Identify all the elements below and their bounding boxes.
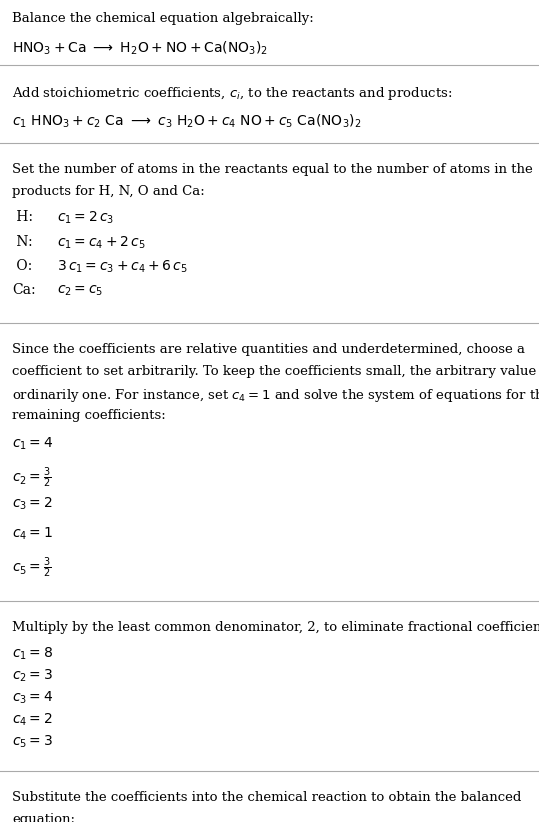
Text: $c_1 = 4$: $c_1 = 4$ xyxy=(12,436,53,452)
Text: products for H, N, O and Ca:: products for H, N, O and Ca: xyxy=(12,185,205,198)
Text: $3\,c_1 = c_3 + c_4 + 6\,c_5$: $3\,c_1 = c_3 + c_4 + 6\,c_5$ xyxy=(57,259,188,275)
Text: $c_3 = 2$: $c_3 = 2$ xyxy=(12,496,53,512)
Text: Balance the chemical equation algebraically:: Balance the chemical equation algebraica… xyxy=(12,12,314,25)
Text: ordinarily one. For instance, set $c_4 = 1$ and solve the system of equations fo: ordinarily one. For instance, set $c_4 =… xyxy=(12,387,539,404)
Text: $c_2 = 3$: $c_2 = 3$ xyxy=(12,668,53,685)
Text: $c_1 = c_4 + 2\,c_5$: $c_1 = c_4 + 2\,c_5$ xyxy=(57,234,146,251)
Text: H:: H: xyxy=(12,210,33,224)
Text: N:: N: xyxy=(12,234,33,248)
Text: Substitute the coefficients into the chemical reaction to obtain the balanced: Substitute the coefficients into the che… xyxy=(12,791,521,804)
Text: $c_1 = 2\,c_3$: $c_1 = 2\,c_3$ xyxy=(57,210,114,226)
Text: Ca:: Ca: xyxy=(12,284,36,298)
Text: $c_1 = 8$: $c_1 = 8$ xyxy=(12,646,53,663)
Text: $c_1\ \mathrm{HNO_3} + c_2\ \mathrm{Ca} \ \longrightarrow \ c_3\ \mathrm{H_2O} +: $c_1\ \mathrm{HNO_3} + c_2\ \mathrm{Ca} … xyxy=(12,113,361,131)
Text: Multiply by the least common denominator, 2, to eliminate fractional coefficient: Multiply by the least common denominator… xyxy=(12,621,539,634)
Text: O:: O: xyxy=(12,259,32,273)
Text: coefficient to set arbitrarily. To keep the coefficients small, the arbitrary va: coefficient to set arbitrarily. To keep … xyxy=(12,365,539,378)
Text: $c_5 = \frac{3}{2}$: $c_5 = \frac{3}{2}$ xyxy=(12,556,51,580)
Text: $c_2 = c_5$: $c_2 = c_5$ xyxy=(57,284,103,298)
Text: $c_2 = \frac{3}{2}$: $c_2 = \frac{3}{2}$ xyxy=(12,466,51,491)
Text: Set the number of atoms in the reactants equal to the number of atoms in the: Set the number of atoms in the reactants… xyxy=(12,163,533,176)
Text: $\mathrm{HNO_3 + Ca \ \longrightarrow \ H_2O + NO + Ca(NO_3)_2}$: $\mathrm{HNO_3 + Ca \ \longrightarrow \ … xyxy=(12,40,268,58)
Text: $c_5 = 3$: $c_5 = 3$ xyxy=(12,734,53,750)
Text: $c_3 = 4$: $c_3 = 4$ xyxy=(12,690,53,706)
Text: $c_4 = 2$: $c_4 = 2$ xyxy=(12,712,53,728)
Text: equation:: equation: xyxy=(12,813,75,822)
Text: remaining coefficients:: remaining coefficients: xyxy=(12,409,166,422)
Text: $c_4 = 1$: $c_4 = 1$ xyxy=(12,526,53,543)
Text: Since the coefficients are relative quantities and underdetermined, choose a: Since the coefficients are relative quan… xyxy=(12,343,525,356)
Text: Add stoichiometric coefficients, $c_i$, to the reactants and products:: Add stoichiometric coefficients, $c_i$, … xyxy=(12,85,452,102)
